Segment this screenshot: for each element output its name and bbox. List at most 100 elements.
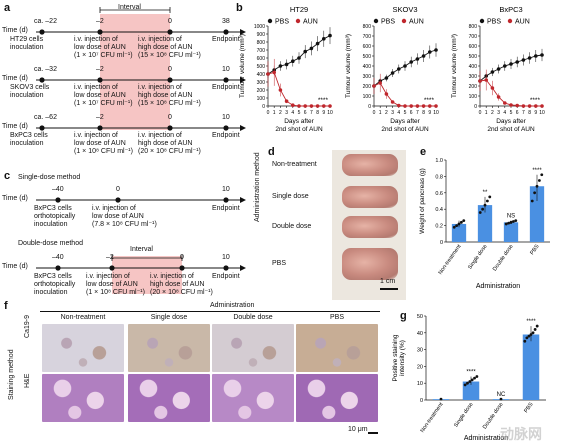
timeline-dot xyxy=(55,197,61,203)
administration-top-label: Administration xyxy=(210,302,255,309)
x-tick-label: 2 xyxy=(279,110,282,116)
sample-point xyxy=(527,334,531,338)
x-tick-label: Single dose xyxy=(453,402,474,429)
y-tick-label: 800 xyxy=(257,40,266,46)
data-point-pbs xyxy=(390,71,395,75)
data-point-aun xyxy=(409,104,414,108)
histology-col-label: PBS xyxy=(329,314,344,321)
time-point: 10 xyxy=(222,254,230,261)
data-point-aun xyxy=(278,88,283,92)
y-tick-label: 300 xyxy=(469,74,478,80)
data-point-pbs xyxy=(409,60,414,64)
histology-col-label: Non-treatment xyxy=(60,314,106,321)
y-tick-label: 600 xyxy=(469,44,478,50)
watermark: 动脉网 xyxy=(500,426,542,442)
y-tick-label: 600 xyxy=(257,56,266,62)
y-tick-label: 1.0 xyxy=(435,158,443,164)
significance-label: **** xyxy=(530,97,541,104)
data-point-pbs xyxy=(384,76,389,80)
histology-image xyxy=(42,374,124,422)
data-point-aun xyxy=(478,79,482,83)
sample-point xyxy=(481,207,485,211)
y-tick-label: 700 xyxy=(363,34,372,40)
interval-shade-a xyxy=(100,14,170,130)
data-point-aun xyxy=(434,104,438,108)
time-point: 0 xyxy=(168,66,172,73)
time-point: ca. –32 xyxy=(34,66,57,73)
high-dose-label: i.v. injection of high dose of AUN (20 ×… xyxy=(150,273,213,297)
pancreas-sample-image xyxy=(342,186,398,208)
bar xyxy=(462,381,480,400)
x-tick-label: 5 xyxy=(298,110,301,116)
time-point: –40 xyxy=(52,254,64,261)
histology-image xyxy=(212,324,294,372)
timeline-dot xyxy=(223,125,229,131)
bar xyxy=(477,205,493,242)
staining-method-label: Staining method xyxy=(8,349,15,400)
data-point-pbs xyxy=(397,67,401,71)
data-point-pbs xyxy=(503,64,507,68)
timeline-dot xyxy=(39,29,45,35)
timeline-dot xyxy=(223,29,229,35)
timeline-dot xyxy=(39,77,45,83)
x-tick-label: 7 xyxy=(310,110,313,116)
y-tick-label: 700 xyxy=(257,48,266,54)
y-tick-label: 200 xyxy=(469,84,478,90)
y-tick-label: 10 xyxy=(417,381,423,387)
sample-point xyxy=(504,222,508,226)
data-point-pbs xyxy=(515,60,519,64)
low-dose-label: i.v. injection of low dose of AUN (1 × 1… xyxy=(74,36,133,60)
sample-point xyxy=(525,336,529,340)
histology-row-label: H&E xyxy=(24,373,31,388)
y-tick-label: 100 xyxy=(363,94,372,100)
y-tick-label: 800 xyxy=(363,24,372,30)
timeline-dot xyxy=(97,125,103,131)
data-point-pbs xyxy=(415,57,420,61)
y-tick-label: 900 xyxy=(257,32,266,38)
time-point: 0 xyxy=(116,186,120,193)
sample-point xyxy=(463,383,467,387)
sample-point xyxy=(530,199,534,203)
data-point-aun xyxy=(297,104,301,108)
x-tick-label: 8 xyxy=(528,110,531,116)
x-tick-label: 10 xyxy=(433,110,439,116)
scale-bar-f xyxy=(368,432,378,434)
time-point: –2 xyxy=(96,114,104,121)
x-axis-label-line1: Days after xyxy=(496,118,526,125)
data-point-aun xyxy=(328,104,332,108)
data-point-aun xyxy=(503,101,507,105)
timeline-dot xyxy=(97,29,103,35)
histology-image xyxy=(296,374,378,422)
data-point-pbs xyxy=(291,59,295,63)
y-tick-label: 100 xyxy=(469,94,478,100)
data-point-aun xyxy=(384,92,389,96)
data-point-pbs xyxy=(278,64,283,68)
time-label: Time (d) xyxy=(2,75,28,82)
panel-label-f: f xyxy=(4,300,8,312)
sample-point xyxy=(478,211,482,214)
y-tick-label: 400 xyxy=(469,64,478,70)
time-point: 0 xyxy=(180,254,184,261)
endpoint-label: Endpoint xyxy=(212,132,240,139)
x-tick-label: Non-treatment xyxy=(420,401,445,434)
chart-title: SKOV3 xyxy=(392,5,417,14)
legend-aun-marker xyxy=(401,18,407,24)
time-point: 0 xyxy=(168,18,172,25)
data-point-aun xyxy=(322,104,326,108)
low-dose-label: i.v. injection of low dose of AUN (1 × 1… xyxy=(86,273,145,297)
sample-point xyxy=(459,220,463,224)
pancreas-row-label: PBS xyxy=(272,260,287,267)
legend-aun-marker xyxy=(507,18,513,24)
legend-pbs: PBS xyxy=(487,19,501,26)
interval-label-a: Interval xyxy=(118,4,141,11)
sample-point xyxy=(535,324,539,328)
data-point-pbs xyxy=(428,50,432,54)
time-label: Time (d) xyxy=(2,123,28,130)
y-axis-label: Positive staining xyxy=(392,334,399,381)
histology-image xyxy=(212,374,294,422)
x-tick-label: 2 xyxy=(491,110,494,116)
sample-point xyxy=(475,375,479,378)
data-point-aun xyxy=(527,104,532,108)
high-dose-label: i.v. injection of high dose of AUN (15 ×… xyxy=(138,84,201,108)
